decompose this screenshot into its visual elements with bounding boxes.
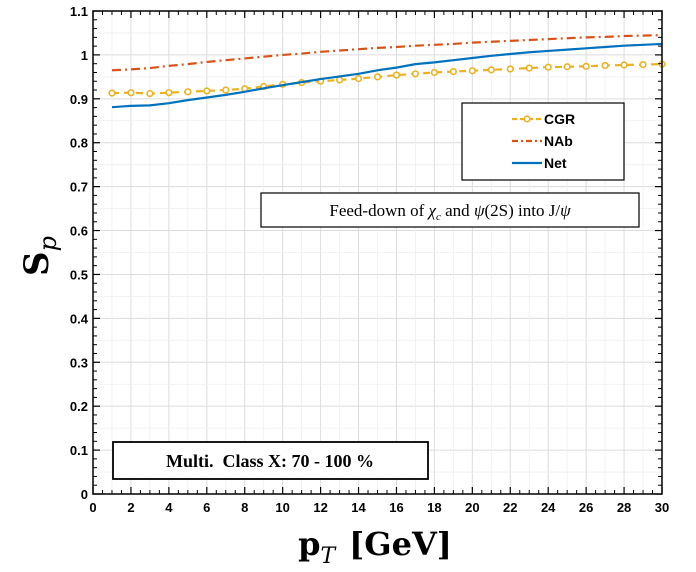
y-tick-label-7: 0.7 — [70, 180, 88, 195]
series-layer — [108, 34, 666, 109]
x-tick-label-9: 18 — [427, 500, 441, 515]
series-point-cgr-0 — [108, 89, 116, 97]
legend-box — [461, 102, 625, 181]
x-tick-label-3: 6 — [203, 500, 210, 515]
x-axis-title: pT [GeV] — [298, 525, 452, 567]
y-axis-title: Sp — [17, 236, 62, 276]
series-point-cgr-2 — [146, 89, 154, 98]
x-tick-label-8: 16 — [389, 500, 403, 515]
legend: CGR NAb Net — [461, 102, 625, 181]
annotation-feed-down-text: Feed-down of χc and ψ(2S) into J/ψ — [329, 201, 571, 223]
series-point-cgr-21 — [506, 65, 514, 73]
series-point-cgr-18 — [449, 67, 457, 76]
series-line-nab — [111, 34, 663, 72]
y-tick-label-6: 0.6 — [70, 224, 88, 239]
y-tick-label-2: 0.2 — [70, 399, 88, 414]
annotation-feed-down: Feed-down of χc and ψ(2S) into J/ψ — [260, 192, 640, 228]
series-point-cgr-27 — [620, 61, 628, 69]
series-point-cgr-14 — [373, 73, 382, 81]
y-tick-label-0: 0 — [81, 487, 88, 502]
x-tick-label-7: 14 — [351, 500, 366, 515]
grid-layer — [92, 10, 663, 495]
x-tick-label-12: 24 — [541, 500, 556, 515]
series-point-cgr-26 — [601, 61, 609, 70]
series-point-cgr-19 — [468, 67, 476, 75]
series-line-net — [111, 42, 663, 109]
x-tick-label-10: 20 — [465, 500, 479, 515]
series-point-cgr-16 — [411, 70, 420, 78]
x-tick-label-13: 26 — [579, 500, 593, 515]
annotation-feed-down-box — [260, 192, 640, 228]
y-tick-label-9: 0.9 — [70, 92, 88, 107]
y-tick-label-11: 1.1 — [70, 4, 88, 19]
x-tick-label-5: 10 — [275, 500, 289, 515]
x-tick-label-4: 8 — [241, 500, 248, 515]
y-tick-label-3: 0.3 — [70, 355, 88, 370]
annotation-multi-class-box — [112, 441, 429, 480]
y-tick-label-4: 0.4 — [70, 311, 89, 326]
series-point-cgr-12 — [335, 76, 344, 84]
x-tick-label-15: 30 — [655, 500, 669, 515]
y-tick-label-5: 0.5 — [70, 267, 88, 282]
series-point-cgr-6 — [222, 86, 230, 94]
series-point-cgr-5 — [203, 87, 211, 95]
y-tick-label-1: 0.1 — [70, 443, 88, 458]
tick-layer: 0 2 4 6 8 10 12 14 16 18 20 22 24 26 28 3000.10.20.30.4… — [70, 4, 669, 515]
series-point-cgr-17 — [430, 68, 439, 77]
y-tick-label-10: 1 — [81, 48, 88, 63]
series-point-cgr-4 — [184, 88, 192, 96]
series-point-cgr-20 — [487, 66, 495, 74]
x-tick-label-6: 12 — [313, 500, 327, 515]
series-point-cgr-15 — [392, 71, 401, 79]
legend-label-cgr: CGR — [544, 111, 575, 127]
x-tick-label-2: 4 — [165, 500, 173, 515]
series-point-cgr-22 — [525, 64, 533, 72]
legend-label-nab: NAb — [544, 133, 573, 149]
series-point-cgr-25 — [582, 62, 590, 70]
x-tick-label-14: 28 — [617, 500, 631, 515]
series-point-cgr-3 — [165, 89, 173, 97]
annotation-multi-class: Multi. Class X: 70 - 100 % — [112, 441, 429, 480]
annotation-multi-class-text: Multi. Class X: 70 - 100 % — [166, 451, 374, 471]
y-tick-label-8: 0.8 — [70, 136, 88, 151]
series-point-cgr-24 — [563, 63, 571, 71]
x-tick-label-1: 2 — [127, 500, 134, 515]
series-point-cgr-13 — [354, 75, 363, 83]
series-point-cgr-1 — [127, 89, 135, 97]
legend-marker-cgr — [523, 115, 531, 123]
series-point-cgr-28 — [639, 60, 647, 69]
series-point-cgr-23 — [544, 63, 552, 71]
x-tick-label-0: 0 — [89, 500, 96, 515]
x-tick-label-11: 22 — [503, 500, 517, 515]
legend-label-net: Net — [544, 155, 567, 171]
